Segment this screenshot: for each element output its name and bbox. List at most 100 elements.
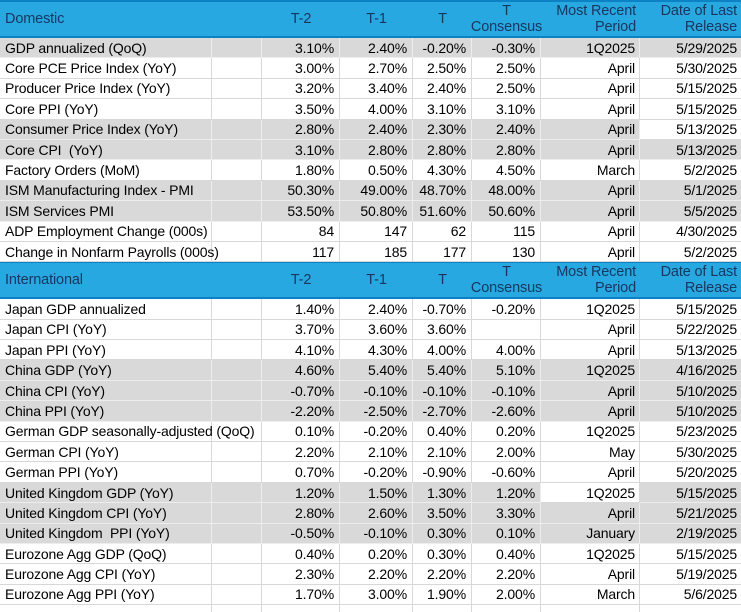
col-header-date-of-last-release: Date of Last Release — [640, 2, 741, 36]
most-recent-period: April — [541, 340, 640, 361]
col-header-consensus-line1: T — [502, 264, 511, 281]
release-date: 5/30/2025 — [640, 58, 741, 79]
table-row: Factory Orders (MoM) 1.80% 0.50% 4.30% 4… — [0, 160, 741, 181]
table-row: Eurozone Agg CPI (YoY) 2.30% 2.20% 2.20%… — [0, 564, 741, 585]
value-t1: 147 — [340, 221, 413, 242]
value-t: -0.10% — [413, 380, 472, 402]
value-t1: 2.40% — [340, 38, 413, 59]
value-t1: -2.50% — [340, 401, 413, 422]
most-recent-period: January — [541, 523, 640, 544]
value-t1: 1.50% — [340, 482, 413, 504]
value-consensus: 48.00% — [472, 180, 541, 202]
release-date: 5/21/2025 — [640, 503, 741, 524]
value-t2: 1.40% — [262, 299, 340, 320]
value-t: 0.30% — [413, 543, 472, 565]
col-header-consensus-line2: Consensus — [470, 19, 543, 35]
section-title-domestic: Domestic — [5, 11, 65, 27]
empty-bottom-strip — [0, 605, 741, 612]
most-recent-period: 1Q2025 — [541, 38, 640, 59]
value-t2: 117 — [262, 241, 340, 263]
value-t: 2.30% — [413, 119, 472, 140]
indicator-label: Japan GDP annualized — [0, 299, 212, 320]
value-t1: 3.60% — [340, 319, 413, 341]
table-row: ISM Services PMI 53.50% 50.80% 51.60% 50… — [0, 201, 741, 222]
value-t2: -0.70% — [262, 380, 340, 402]
release-date: 5/23/2025 — [640, 421, 741, 443]
spacer-cell — [212, 160, 262, 181]
table-row: ADP Employment Change (000s) 84 147 62 1… — [0, 221, 741, 242]
indicator-label: Core PCE Price Index (YoY) — [0, 58, 212, 79]
value-t2: 53.50% — [262, 201, 340, 222]
col-header-t1: T-1 — [366, 11, 387, 27]
value-t: 2.50% — [413, 58, 472, 79]
spacer-cell — [212, 584, 262, 606]
value-t1: 2.40% — [340, 299, 413, 320]
spacer-cell — [212, 221, 262, 242]
value-t: 4.30% — [413, 160, 472, 181]
indicator-label: Eurozone Agg GDP (QoQ) — [0, 543, 212, 565]
value-t: 3.10% — [413, 99, 472, 120]
value-t2: 3.00% — [262, 58, 340, 79]
most-recent-period: April — [541, 78, 640, 100]
value-t1: 5.40% — [340, 360, 413, 381]
value-consensus: 130 — [472, 241, 541, 263]
table-row: ISM Manufacturing Index - PMI 50.30% 49.… — [0, 180, 741, 202]
value-t1: 4.30% — [340, 340, 413, 361]
spacer-cell — [212, 442, 262, 463]
value-t1: 4.00% — [340, 99, 413, 120]
value-t2: 1.20% — [262, 482, 340, 504]
release-date: 5/19/2025 — [640, 564, 741, 585]
release-date: 5/10/2025 — [640, 380, 741, 402]
indicator-label: ADP Employment Change (000s) — [0, 221, 212, 242]
col-header-consensus: T Consensus — [470, 2, 543, 36]
table-row: China CPI (YoY) -0.70% -0.10% -0.10% -0.… — [0, 380, 741, 402]
value-t2: 0.70% — [262, 462, 340, 483]
spacer-cell — [212, 503, 262, 524]
value-t2: -0.50% — [262, 523, 340, 544]
spacer-cell — [212, 360, 262, 381]
table-row: Core PCE Price Index (YoY) 3.00% 2.70% 2… — [0, 58, 741, 79]
value-t: 2.40% — [413, 78, 472, 100]
most-recent-period: April — [541, 319, 640, 341]
value-t1: -0.20% — [340, 421, 413, 443]
release-date: 5/13/2025 — [640, 139, 741, 161]
most-recent-period: 1Q2025 — [541, 360, 640, 381]
empty-cell — [472, 605, 541, 612]
value-t: -0.70% — [413, 299, 472, 320]
value-consensus: 115 — [472, 221, 541, 242]
release-date: 5/15/2025 — [640, 99, 741, 120]
value-t2: 4.60% — [262, 360, 340, 381]
empty-cell — [212, 605, 262, 612]
table-row: China GDP (YoY) 4.60% 5.40% 5.40% 5.10% … — [0, 360, 741, 381]
table-row: Eurozone Agg PPI (YoY) 1.70% 3.00% 1.90%… — [0, 584, 741, 606]
table-row: Producer Price Index (YoY) 3.20% 3.40% 2… — [0, 78, 741, 100]
spacer-cell — [212, 462, 262, 483]
table-row: Japan CPI (YoY) 3.70% 3.60% 3.60% April … — [0, 319, 741, 341]
value-consensus: -0.20% — [472, 299, 541, 320]
spacer-cell — [212, 58, 262, 79]
release-date: 5/10/2025 — [640, 401, 741, 422]
value-t1: 0.50% — [340, 160, 413, 181]
release-date: 5/13/2025 — [640, 119, 741, 140]
value-t1: 3.40% — [340, 78, 413, 100]
value-consensus: 2.40% — [472, 119, 541, 140]
value-t: 0.40% — [413, 421, 472, 443]
value-t: 3.60% — [413, 319, 472, 341]
value-t: 48.70% — [413, 180, 472, 202]
value-t: 5.40% — [413, 360, 472, 381]
release-date: 4/16/2025 — [640, 360, 741, 381]
col-header-release-line1: Date of Last — [660, 3, 738, 19]
value-t2: 1.70% — [262, 584, 340, 606]
value-t2: 50.30% — [262, 180, 340, 202]
table-row: GDP annualized (QoQ) 3.10% 2.40% -0.20% … — [0, 38, 741, 59]
value-t2: 1.80% — [262, 160, 340, 181]
table-row: United Kingdom PPI (YoY) -0.50% -0.10% 0… — [0, 523, 741, 544]
most-recent-period: April — [541, 58, 640, 79]
value-t2: 3.20% — [262, 78, 340, 100]
indicator-label: ISM Services PMI — [0, 201, 212, 222]
indicator-label: GDP annualized (QoQ) — [0, 38, 212, 59]
indicator-label: German GDP seasonally-adjusted (QoQ) — [0, 421, 255, 443]
value-consensus: 2.50% — [472, 58, 541, 79]
empty-cell — [0, 605, 212, 612]
